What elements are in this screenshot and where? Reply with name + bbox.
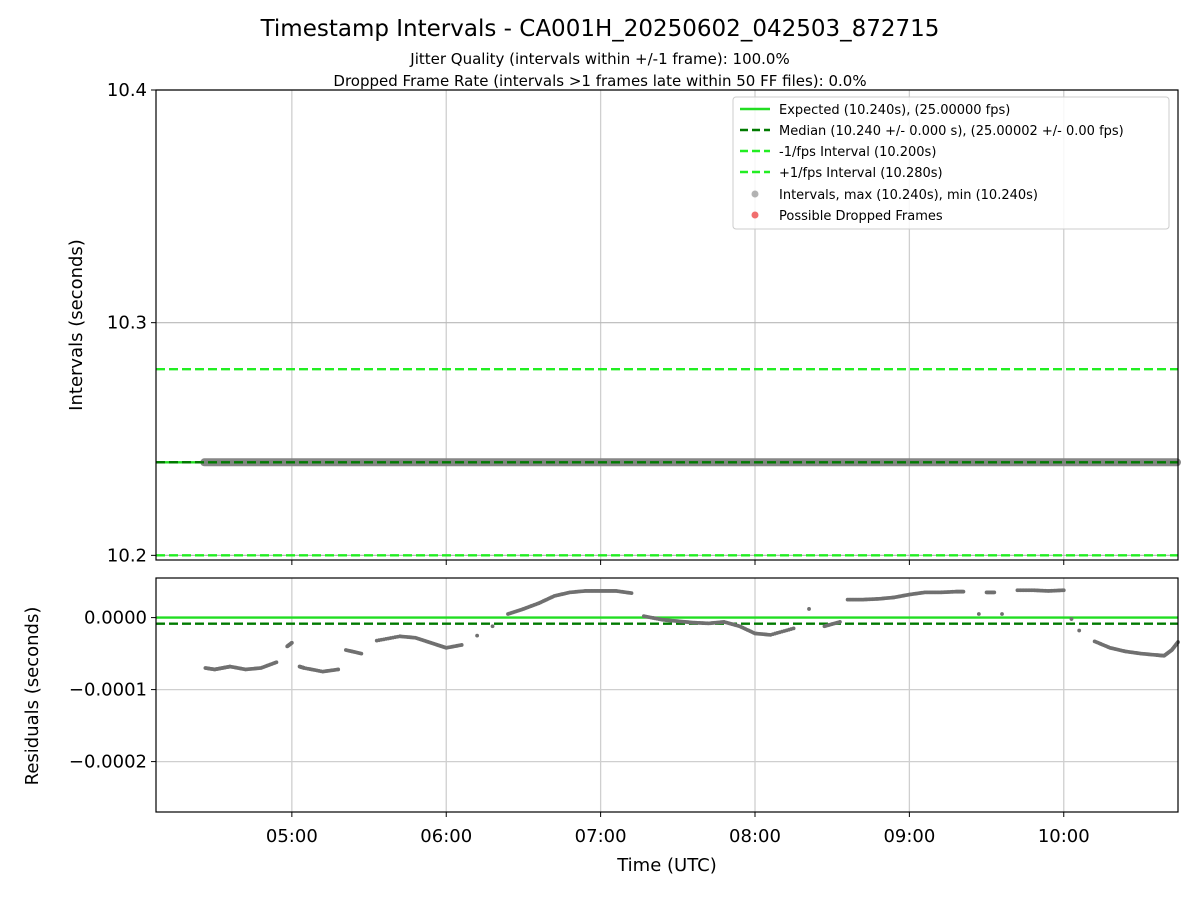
residuals-y-axis-label: Residuals (seconds)	[22, 607, 43, 786]
residual-point	[1000, 612, 1004, 616]
residuals-y-tick-label: −0.0002	[69, 752, 147, 773]
residuals-reference-lines	[156, 616, 1178, 625]
legend-label-median: Median (10.240 +/- 0.000 s), (25.00002 +…	[779, 124, 1124, 139]
intervals-y-axis-label: Intervals (seconds)	[66, 239, 87, 411]
legend-label-dropped: Possible Dropped Frames	[779, 209, 943, 224]
residual-point	[961, 589, 966, 594]
legend-marker-dropped	[751, 211, 759, 219]
intervals-y-tick-label: 10.4	[107, 80, 147, 101]
intervals-plot-frame	[155, 89, 1179, 561]
residual-point	[459, 643, 464, 647]
residual-point	[359, 651, 364, 656]
chart-title: Timestamp Intervals - CA001H_20250602_04…	[260, 16, 940, 42]
x-tick-label: 06:00	[420, 826, 472, 847]
chart-legend: Expected (10.240s), (25.00000 fps) Media…	[732, 96, 1170, 230]
residual-point	[976, 612, 981, 616]
legend-label-intervals: Intervals, max (10.240s), min (10.240s)	[779, 188, 1038, 203]
residual-point	[807, 607, 811, 611]
legend-box	[732, 96, 1170, 230]
x-axis-label: Time (UTC)	[616, 855, 717, 876]
chart-subtitle-jitter: Jitter Quality (intervals within +/-1 fr…	[409, 50, 789, 68]
x-tick-label: 07:00	[575, 826, 627, 847]
intervals-y-tick-label: 10.2	[107, 545, 147, 566]
residual-point	[274, 660, 279, 665]
residual-point	[336, 667, 341, 672]
x-tick-label: 08:00	[729, 826, 781, 847]
x-tick-label: 09:00	[883, 826, 935, 847]
legend-marker-intervals	[751, 190, 759, 198]
residuals-y-tick-label: −0.0001	[69, 680, 147, 701]
residual-point	[475, 633, 480, 638]
residuals-x-ticks: 05:00 06:00 07:00 08:00 09:00 10:00	[266, 812, 1090, 847]
x-tick-label: 10:00	[1038, 826, 1090, 847]
intervals-x-ticks	[291, 560, 1065, 565]
residual-point	[629, 591, 634, 596]
legend-label-expected: Expected (10.240s), (25.00000 fps)	[779, 103, 1010, 118]
residual-point	[1061, 588, 1066, 593]
residual-point	[992, 590, 997, 595]
chart-subtitle-dropped: Dropped Frame Rate (intervals >1 frames …	[333, 72, 866, 90]
legend-label-plus-fps: +1/fps Interval (10.280s)	[779, 166, 943, 181]
residuals-y-tick-label: 0.0000	[84, 608, 147, 629]
residuals-plot-frame	[155, 577, 1179, 813]
residual-point	[1077, 628, 1082, 633]
intervals-y-ticks: 10.2 10.3 10.4	[107, 80, 156, 566]
intervals-panel: 10.2 10.3 10.4 Intervals (seconds)	[66, 80, 1181, 566]
residual-point	[289, 640, 294, 645]
intervals-y-tick-label: 10.3	[107, 313, 147, 334]
residuals-panel: 0.0000 −0.0001 −0.0002 05:00 06:00 07:00 08:0…	[22, 577, 1180, 876]
residual-point	[838, 620, 842, 624]
residual-point	[791, 626, 796, 631]
residual-point	[490, 624, 495, 629]
legend-label-minus-fps: -1/fps Interval (10.200s)	[779, 145, 936, 160]
residuals-y-ticks: 0.0000 −0.0001 −0.0002	[69, 608, 156, 773]
residual-point	[1069, 617, 1074, 621]
residuals-series	[203, 588, 1180, 674]
x-tick-label: 05:00	[266, 826, 318, 847]
